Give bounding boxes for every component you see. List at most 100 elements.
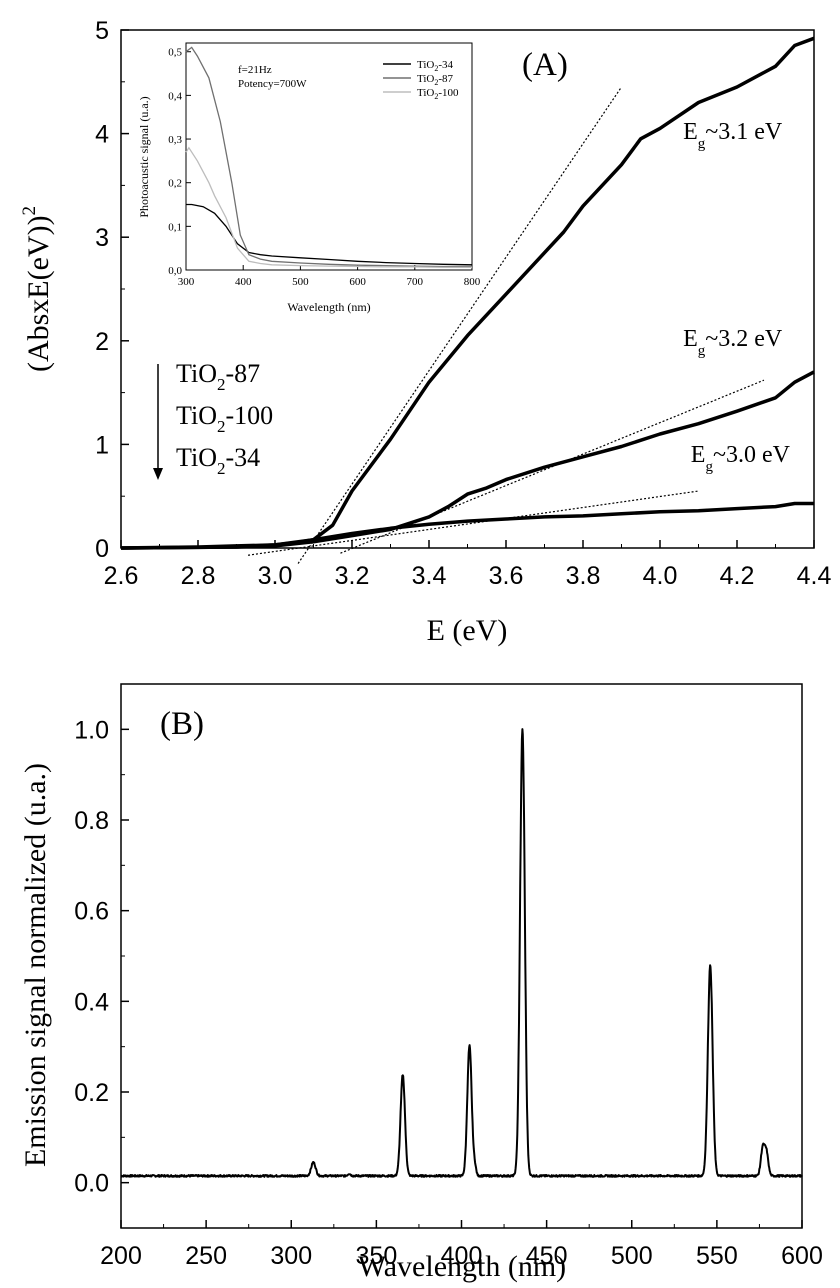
inset-y-label: Photoacustic signal (u.a.) — [137, 96, 151, 217]
sample-name: TiO — [176, 401, 217, 430]
panel-b-chart: 200 250 300 350 400 450 500 550 600 0.0 0.2 0.4 0.6… — [19, 683, 823, 1283]
panel-b-label: (B) — [160, 706, 204, 742]
sample-suffix: -100 — [225, 401, 273, 430]
panel-b-series — [120, 728, 803, 1178]
panel-a-x-label: E (eV) — [427, 614, 508, 647]
svg-text:(AbsxE(eV))2: (AbsxE(eV))2 — [19, 206, 55, 372]
panel-a-y-tick-label: 5 — [95, 17, 109, 45]
panel-a-y-label-sup: 2 — [19, 206, 40, 216]
sample-subscript: 2 — [217, 417, 226, 436]
inset-y-tick-label: 0,3 — [168, 134, 182, 146]
panel-a-y-ticks: 0 1 2 3 4 5 — [95, 17, 129, 563]
inset-y-tick-label: 0,4 — [168, 90, 182, 102]
inset-y-tick-label: 0,5 — [168, 47, 182, 59]
inset-x-tick-label: 400 — [235, 276, 252, 288]
panel-a-x-tick-label: 2.8 — [181, 562, 216, 590]
inset-x-tick-label: 700 — [407, 276, 424, 288]
sample-order-item: TiO2-100 — [176, 401, 273, 436]
inset-note-frequency: f=21Hz — [238, 64, 272, 76]
panel-b-x-ticks: 200 250 300 350 400 450 500 550 600 — [100, 1220, 823, 1270]
sample-name: TiO — [176, 359, 217, 388]
fit-line — [247, 490, 699, 556]
panel-a-label: (A) — [522, 47, 568, 83]
panel-b-x-tick-label: 600 — [781, 1242, 823, 1270]
panel-b-x-tick-label: 500 — [611, 1242, 653, 1270]
annotation-value: ~3.0 eV — [713, 442, 791, 468]
panel-a-x-tick-label: 3.4 — [412, 562, 447, 590]
inset-y-tick-label: 0,1 — [168, 221, 182, 233]
panel-b-x-tick-label: 300 — [270, 1242, 312, 1270]
inset-legend-label: TiO2-87 — [417, 73, 454, 87]
legend-name: TiO — [417, 59, 434, 71]
panel-b-x-label: Wavelength (nm) — [358, 1250, 566, 1283]
band-gap-annotation: Eg~3.2 eV — [683, 326, 783, 359]
panel-a-y-tick-label: 4 — [95, 121, 109, 149]
panel-b-x-tick-label: 550 — [696, 1242, 738, 1270]
panel-b-y-tick-label: 0.0 — [74, 1170, 109, 1198]
legend-subscript: 2 — [434, 78, 438, 87]
panel-a-y-label: (AbsxE(eV))2 — [19, 206, 55, 372]
panel-a-x-tick-label: 3.6 — [489, 562, 524, 590]
panel-a-x-tick-label: 3.8 — [566, 562, 601, 590]
panel-a-y-tick-label: 3 — [95, 224, 109, 252]
panel-b-x-tick-label: 350 — [356, 1242, 398, 1270]
sample-order-item: TiO2-34 — [176, 443, 260, 478]
band-gap-annotation: Eg~3.1 eV — [683, 119, 783, 152]
sample-suffix: -87 — [225, 359, 260, 388]
sample-order-item: TiO2-87 — [176, 359, 260, 394]
series-line — [120, 370, 815, 550]
series-line — [120, 501, 814, 550]
panel-a-y-tick-label: 2 — [95, 328, 109, 356]
inset-ticks: 300 400 500 600 700 800 0,0 0,1 0,2 0,3 0,4 0,5 — [168, 47, 481, 288]
panel-b-x-tick-label: 450 — [526, 1242, 568, 1270]
order-arrow-head — [153, 468, 163, 480]
panel-b-y-tick-label: 0.8 — [74, 807, 109, 835]
legend-suffix: -100 — [438, 87, 459, 99]
inset-x-tick-label: 800 — [464, 276, 481, 288]
panel-b-x-tick-label: 250 — [185, 1242, 227, 1270]
annotation-e: E — [683, 326, 698, 352]
legend-suffix: -34 — [438, 59, 453, 71]
panel-a-x-tick-label: 3.0 — [258, 562, 293, 590]
inset-y-tick-label: 0,2 — [168, 178, 182, 190]
inset-chart: 300 400 500 600 700 800 0,0 0,1 0,2 0,3 0,4 0,5 f=2… — [137, 42, 481, 314]
annotation-subscript: g — [698, 343, 706, 359]
band-gap-annotation: Eg~3.0 eV — [691, 442, 791, 475]
annotation-subscript: g — [698, 136, 706, 152]
legend-name: TiO — [417, 87, 434, 99]
panel-a-y-label-text: (AbsxE(eV)) — [22, 215, 55, 372]
panel-a-x-tick-label: 4.0 — [643, 562, 678, 590]
panel-a-series — [120, 36, 815, 550]
panel-b-x-tick-label: 200 — [100, 1242, 142, 1270]
panel-a-y-tick-label: 1 — [95, 431, 109, 459]
panel-b-y-tick-label: 0.2 — [74, 1079, 109, 1107]
inset-series-line — [186, 203, 473, 266]
sample-name: TiO — [176, 443, 217, 472]
panel-a-y-tick-label: 0 — [95, 535, 109, 563]
legend-suffix: -87 — [438, 73, 453, 85]
inset-x-label: Wavelength (nm) — [287, 300, 370, 314]
panel-a-x-tick-label: 3.2 — [335, 562, 370, 590]
annotation-value: ~3.1 eV — [705, 119, 783, 145]
sample-subscript: 2 — [217, 459, 226, 478]
inset-note-power: Potency=700W — [238, 78, 307, 90]
annotation-value: ~3.2 eV — [705, 326, 783, 352]
panel-a-x-tick-label: 4.4 — [797, 562, 832, 590]
panel-b-y-tick-label: 1.0 — [74, 716, 109, 744]
panel-b-frame — [120, 683, 803, 1229]
inset-legend-label: TiO2-100 — [417, 87, 459, 101]
panel-b-y-tick-label: 0.6 — [74, 898, 109, 926]
panel-a-x-tick-label: 2.6 — [104, 562, 139, 590]
panel-b-y-tick-label: 0.4 — [74, 988, 109, 1016]
panel-a-x-ticks: 2.6 2.8 3.0 3.2 3.4 3.6 3.8 4.0 4.2 4.4 — [104, 540, 832, 590]
legend-name: TiO — [417, 73, 434, 85]
sample-subscript: 2 — [217, 375, 226, 394]
panel-b-x-tick-label: 400 — [441, 1242, 483, 1270]
emission-spectrum-line — [120, 728, 803, 1178]
inset-series-line — [185, 146, 472, 269]
panel-a-chart: 2.6 2.8 3.0 3.2 3.4 3.6 3.8 4.0 4.2 4.4 0 1 2 3 4 5 (A… — [19, 17, 831, 647]
